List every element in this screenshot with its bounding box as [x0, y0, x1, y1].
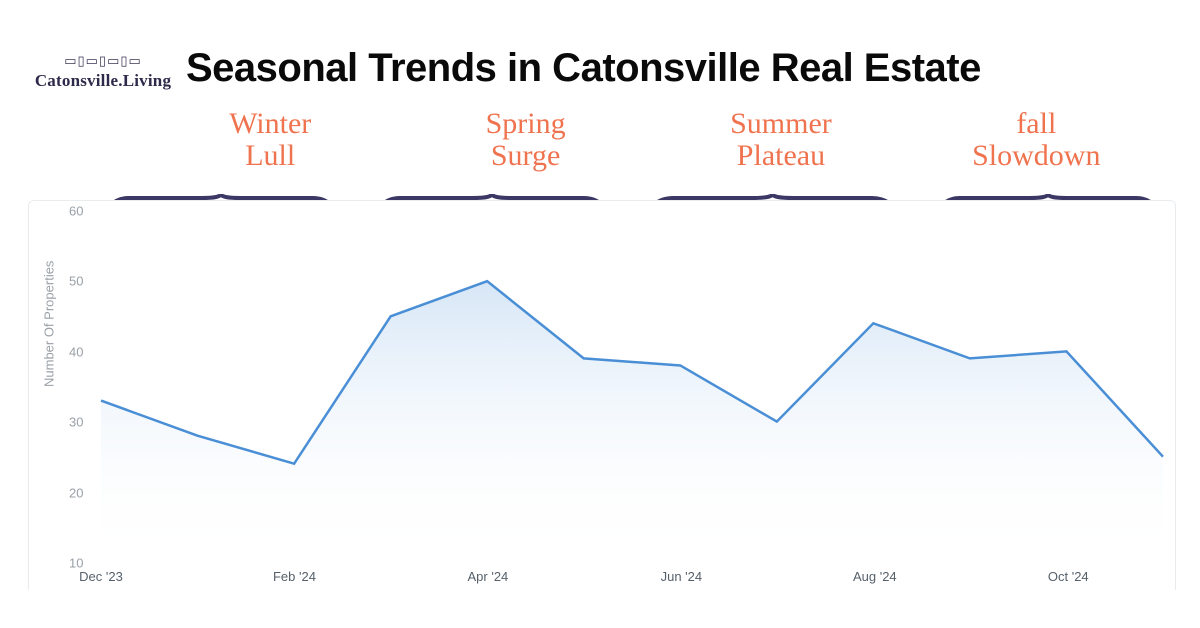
- y-tick: 60: [69, 204, 83, 219]
- y-axis-label: Number Of Properties: [42, 261, 57, 387]
- page: ▭▯▭▯▭▯▭ Catonsville.Living Seasonal Tren…: [0, 0, 1200, 628]
- y-tick: 20: [69, 485, 83, 500]
- logo-art: ▭▯▭▯▭▯▭: [28, 54, 178, 67]
- x-tick: Dec '23: [79, 569, 123, 584]
- chart-container: Number Of Properties 102030405060Dec '23…: [28, 200, 1176, 590]
- x-tick: Oct '24: [1048, 569, 1089, 584]
- y-tick: 30: [69, 415, 83, 430]
- x-tick: Apr '24: [468, 569, 509, 584]
- area-chart-svg: [101, 211, 1163, 562]
- x-tick: Jun '24: [661, 569, 703, 584]
- annotation-summer: Summer Plateau: [691, 108, 871, 171]
- x-tick: Aug '24: [853, 569, 897, 584]
- annotation-winter: Winter Lull: [180, 108, 360, 171]
- brand-logo: ▭▯▭▯▭▯▭ Catonsville.Living: [28, 54, 178, 91]
- y-tick: 50: [69, 274, 83, 289]
- logo-text: Catonsville.Living: [28, 71, 178, 91]
- annotation-fall: fall Slowdown: [946, 108, 1126, 171]
- area-fill: [101, 281, 1163, 562]
- y-tick: 40: [69, 344, 83, 359]
- plot-area: [101, 211, 1163, 562]
- annotation-spring: Spring Surge: [436, 108, 616, 171]
- x-tick: Feb '24: [273, 569, 316, 584]
- page-title: Seasonal Trends in Catonsville Real Esta…: [186, 46, 981, 91]
